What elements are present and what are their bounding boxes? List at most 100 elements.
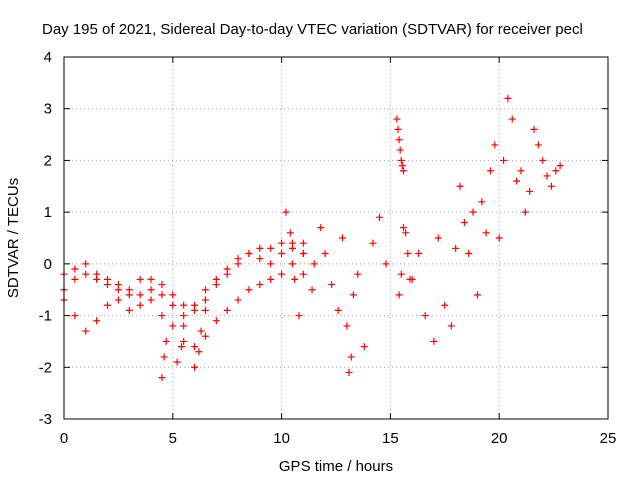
data-point [421, 312, 429, 320]
data-point [288, 260, 296, 268]
data-point [267, 260, 275, 268]
data-point [256, 281, 264, 289]
data-point [299, 250, 307, 258]
data-point [136, 275, 144, 283]
data-point [71, 275, 79, 283]
data-point [434, 234, 442, 242]
y-tick-label: -2 [39, 359, 52, 376]
data-point [191, 363, 199, 371]
data-point [486, 167, 494, 175]
data-point [234, 296, 242, 304]
data-point [556, 162, 564, 170]
data-point [397, 156, 405, 164]
series-scatter-mid [158, 208, 390, 382]
y-tick-label: -3 [39, 411, 52, 428]
data-point [447, 322, 455, 330]
data-point [539, 156, 547, 164]
data-point [508, 115, 516, 123]
data-point [180, 322, 188, 330]
data-point [465, 250, 473, 258]
data-point [456, 182, 464, 190]
data-point [495, 234, 503, 242]
y-tick-label: 3 [44, 101, 52, 118]
data-point [267, 244, 275, 252]
data-point [223, 265, 231, 273]
data-point [278, 250, 286, 258]
x-tick-label: 5 [169, 430, 177, 447]
y-tick-label: 1 [44, 204, 52, 221]
data-point [513, 177, 521, 185]
data-point [256, 255, 264, 263]
grid-lines [64, 57, 608, 419]
data-point [114, 286, 122, 294]
data-point [195, 348, 203, 356]
data-point [267, 275, 275, 283]
data-point [339, 234, 347, 242]
data-point [395, 136, 403, 144]
series-burst-15 [393, 115, 414, 299]
data-point [223, 306, 231, 314]
x-tick-label: 10 [273, 430, 290, 447]
data-point [278, 270, 286, 278]
data-point [397, 270, 405, 278]
data-point [491, 141, 499, 149]
data-point [478, 198, 486, 206]
data-point [460, 218, 468, 226]
data-point [534, 141, 542, 149]
data-point [201, 296, 209, 304]
data-point [245, 286, 253, 294]
data-point [393, 115, 401, 123]
data-point [530, 125, 538, 133]
data-point [354, 270, 362, 278]
x-tick-label: 15 [382, 430, 399, 447]
data-point [295, 312, 303, 320]
data-point [212, 275, 220, 283]
data-point [201, 286, 209, 294]
data-point [343, 322, 351, 330]
data-point [552, 167, 560, 175]
data-point [93, 317, 101, 325]
data-point [136, 291, 144, 299]
data-point [158, 312, 166, 320]
y-tick-label: 0 [44, 256, 52, 273]
data-point [321, 250, 329, 258]
data-point [394, 125, 402, 133]
data-point [125, 306, 133, 314]
data-point [160, 353, 168, 361]
data-point [147, 286, 155, 294]
x-axis-label: GPS time / hours [279, 458, 393, 475]
data-point [147, 296, 155, 304]
data-point [349, 291, 357, 299]
data-point [299, 239, 307, 247]
data-point [104, 275, 112, 283]
data-point [402, 229, 410, 237]
data-point [382, 260, 390, 268]
x-tick-label: 0 [60, 430, 68, 447]
plot-frame [63, 56, 609, 420]
y-tick-label: 4 [44, 49, 52, 66]
series-track-b [60, 244, 307, 320]
data-point [360, 343, 368, 351]
data-point [180, 301, 188, 309]
data-point [82, 327, 90, 335]
data-point [71, 265, 79, 273]
data-point [71, 312, 79, 320]
data-point [180, 337, 188, 345]
chart-title: Day 195 of 2021, Sidereal Day-to-day VTE… [42, 21, 583, 38]
y-tick-label: -1 [39, 308, 52, 325]
data-point [310, 260, 318, 268]
data-point [469, 208, 477, 216]
data-point [104, 301, 112, 309]
data-point [212, 317, 220, 325]
data-point [286, 229, 294, 237]
data-point [158, 281, 166, 289]
data-point [169, 291, 177, 299]
data-point [278, 239, 286, 247]
data-point [404, 250, 412, 258]
data-point [291, 275, 299, 283]
data-point [334, 306, 342, 314]
data-point [399, 224, 407, 232]
data-point [399, 167, 407, 175]
data-point [114, 296, 122, 304]
data-point [162, 337, 170, 345]
